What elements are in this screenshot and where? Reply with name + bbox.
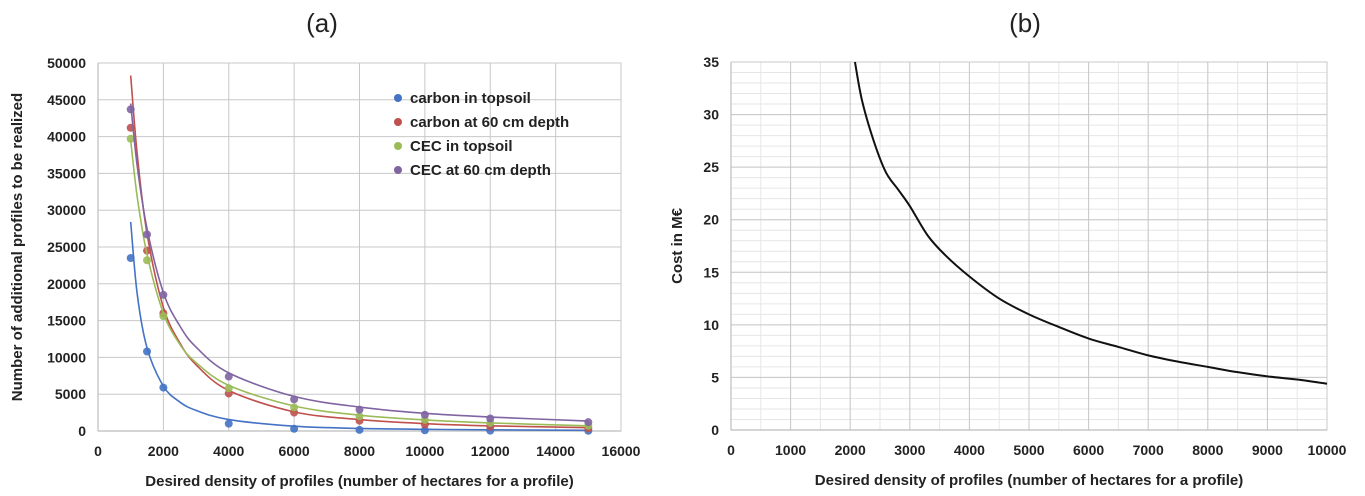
x-tick-label: 9000 xyxy=(1252,442,1283,458)
y-tick-label: 20 xyxy=(703,212,719,228)
data-point xyxy=(290,403,299,412)
y-tick-label: 50000 xyxy=(47,55,86,71)
y-axis-title: Number of additional profiles to be real… xyxy=(9,93,26,401)
x-tick-label: 14000 xyxy=(536,443,575,459)
legend-label: carbon at 60 cm depth xyxy=(410,114,569,131)
data-point xyxy=(224,372,233,381)
data-point xyxy=(143,230,152,239)
chart-b-svg: 0 1000 2000 3000 4000 5000 6000 7000 8000 9000 100… xyxy=(669,54,1347,489)
panel-label-a: (a) xyxy=(306,8,338,38)
trend-line xyxy=(129,221,589,432)
data-point xyxy=(420,426,429,435)
chart-a-svg: 0 2000 4000 6000 8000 10000 12000 14000 16000 0 50… xyxy=(9,55,641,490)
x-tick-label: 5000 xyxy=(1013,442,1044,458)
x-tick-label: 0 xyxy=(727,442,735,458)
data-point xyxy=(355,425,364,434)
x-tick-label: 7000 xyxy=(1133,442,1164,458)
data-point xyxy=(143,256,152,265)
data-point xyxy=(486,414,495,423)
y-tick-label: 0 xyxy=(711,422,719,438)
y-tick-label: 5 xyxy=(711,369,719,385)
data-point xyxy=(290,424,299,433)
x-tick-label: 4000 xyxy=(954,442,985,458)
legend-label: carbon in topsoil xyxy=(410,90,531,107)
data-point xyxy=(355,412,364,421)
data-point xyxy=(355,405,364,414)
y-tick-label: 30000 xyxy=(47,202,86,218)
x-tick-label: 8000 xyxy=(1192,442,1223,458)
x-tick-label: 6000 xyxy=(279,443,310,459)
data-point xyxy=(126,105,135,114)
series-group xyxy=(126,103,593,427)
legend-label: CEC in topsoil xyxy=(410,138,513,155)
y-tick-label: 40000 xyxy=(47,129,86,145)
x-tick-label: 10000 xyxy=(1308,442,1347,458)
y-tick-label: 20000 xyxy=(47,276,86,292)
x-tick-label: 12000 xyxy=(471,443,510,459)
data-point xyxy=(224,419,233,428)
y-tick-label: 10000 xyxy=(47,349,86,365)
y-tick-label: 35 xyxy=(703,54,719,70)
data-point xyxy=(584,418,593,427)
x-tick-label: 3000 xyxy=(894,442,925,458)
y-tick-label: 45000 xyxy=(47,92,86,108)
y-tick-label: 15000 xyxy=(47,313,86,329)
x-tick-label: 2000 xyxy=(835,442,866,458)
x-tick-label: 16000 xyxy=(602,443,641,459)
data-point xyxy=(159,383,168,392)
y-tick-label: 35000 xyxy=(47,165,86,181)
legend-marker xyxy=(394,166,402,174)
y-tick-label: 0 xyxy=(78,423,86,439)
legend-label: CEC at 60 cm depth xyxy=(410,162,551,179)
data-point xyxy=(159,290,168,299)
x-tick-label: 4000 xyxy=(213,443,244,459)
x-tick-label: 8000 xyxy=(344,443,375,459)
panel-label-b: (b) xyxy=(1009,8,1041,38)
y-tick-label: 10 xyxy=(703,317,719,333)
y-tick-label: 15 xyxy=(703,264,719,280)
chart-panel-a: (a) 0 2000 4000 6000 8000 10000 12000 14000 1600… xyxy=(0,0,650,496)
data-point xyxy=(143,347,152,356)
y-axis-title: Cost in M€ xyxy=(669,207,686,283)
chart-panel-b: (b) 0 1000 2000 3000 4000 5000 6000 7000 8000 900… xyxy=(660,0,1365,496)
x-tick-label: 6000 xyxy=(1073,442,1104,458)
cost-curve xyxy=(853,61,1328,385)
data-point xyxy=(159,312,168,321)
x-tick-label: 2000 xyxy=(148,443,179,459)
x-axis-title: Desired density of profiles (number of h… xyxy=(815,472,1243,489)
legend-marker xyxy=(394,142,402,150)
legend-marker xyxy=(394,118,402,126)
y-tick-label: 5000 xyxy=(55,386,86,402)
data-point xyxy=(290,395,299,404)
x-tick-label: 10000 xyxy=(405,443,444,459)
x-tick-label: 0 xyxy=(94,443,102,459)
legend-marker xyxy=(394,94,402,102)
data-point xyxy=(126,134,135,143)
y-tick-label: 25 xyxy=(703,159,719,175)
trend-line xyxy=(129,103,589,422)
y-tick-label: 25000 xyxy=(47,239,86,255)
y-tick-label: 30 xyxy=(703,107,719,123)
legend: carbon in topsoil carbon at 60 cm depth CE… xyxy=(394,90,569,179)
data-point xyxy=(420,410,429,419)
trend-line xyxy=(129,140,589,427)
x-axis-title: Desired density of profiles (number of h… xyxy=(145,473,573,490)
x-tick-label: 1000 xyxy=(775,442,806,458)
data-point xyxy=(224,384,233,393)
data-point xyxy=(126,254,135,263)
plot-frame xyxy=(730,61,1328,431)
